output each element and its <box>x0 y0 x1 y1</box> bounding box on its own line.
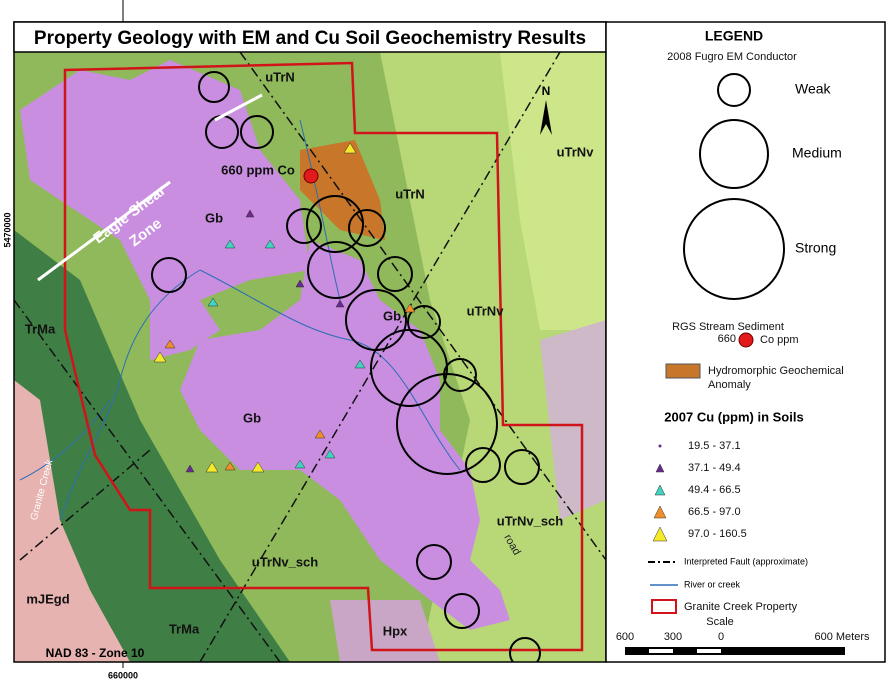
anomaly-label: Anomaly <box>708 379 751 391</box>
scale-label: 600 <box>616 631 634 643</box>
em-class: Strong <box>795 240 836 256</box>
title: Property Geology with EM and Cu Soil Geo… <box>34 28 586 49</box>
title-box <box>13 21 607 53</box>
cu-class: 19.5 - 37.1 <box>688 440 741 452</box>
unit-area <box>330 600 440 662</box>
anomaly-label: Hydromorphic Geochemical <box>708 365 844 377</box>
property-symbol <box>651 599 677 614</box>
fault-label: Interpreted Fault (approximate) <box>684 556 808 566</box>
north-arrow <box>540 100 552 135</box>
creeks <box>19 119 461 521</box>
cu-class: 97.0 - 160.5 <box>688 528 747 540</box>
unit-label: Hpx <box>383 623 408 638</box>
unit-label: uTrN <box>395 186 425 201</box>
faults <box>14 52 606 662</box>
river-label: River or creek <box>684 579 741 589</box>
scale-heading: Scale <box>706 616 734 628</box>
unit-label: uTrNv_sch <box>252 554 319 569</box>
cu-symbol <box>658 444 662 448</box>
rgs-symbol <box>738 332 754 348</box>
unit-label: uTrN <box>265 69 295 84</box>
northing: 5470000 <box>2 212 12 247</box>
unit-label: TrMa <box>169 621 200 636</box>
scale-bar <box>625 647 845 655</box>
sample-label: 660 ppm Co <box>221 162 295 177</box>
easting: 660000 <box>108 670 138 680</box>
legend-title: LEGEND <box>705 28 763 44</box>
em-conductors <box>151 71 541 662</box>
em-heading: 2008 Fugro EM Conductor <box>667 51 797 63</box>
unit-area <box>14 230 290 662</box>
rgs-heading: RGS Stream Sediment <box>672 321 784 333</box>
scale-label: 600 Meters <box>814 631 870 643</box>
cu-symbol <box>654 484 666 496</box>
rgs-value: 660 <box>718 333 736 345</box>
soil-samples <box>153 142 416 473</box>
shear-line <box>37 180 171 282</box>
unit-area <box>500 52 606 330</box>
scale-label: 0 <box>718 631 724 643</box>
property-label: Granite Creek Property <box>684 601 798 613</box>
north-label: N <box>542 84 551 98</box>
cu-class: 49.4 - 66.5 <box>688 484 741 496</box>
unit-label: uTrNv_sch <box>497 513 564 528</box>
em-symbol <box>683 198 785 300</box>
em-class: Medium <box>792 145 842 161</box>
unit-label: Gb <box>243 410 261 425</box>
cu-symbol <box>653 505 667 519</box>
map: Property Geology with EM and Cu Soil Geo… <box>2 0 607 680</box>
datum: NAD 83 - Zone 10 <box>46 646 145 660</box>
stream-sediment-sample <box>303 168 319 184</box>
property-boundary <box>63 61 584 652</box>
cu-symbol <box>652 526 668 542</box>
em-symbol <box>699 119 769 189</box>
rgs-unit: Co ppm <box>760 334 799 346</box>
unit-area <box>14 380 130 662</box>
shear-line <box>214 93 263 122</box>
unit-label: Gb <box>205 210 223 225</box>
unit-label: TrMa <box>25 321 56 336</box>
unit-label: uTrNv <box>467 303 505 318</box>
geochemical-anomaly <box>300 140 385 240</box>
unit-label: mJEgd <box>26 591 69 606</box>
cu-heading: 2007 Cu (ppm) in Soils <box>664 409 803 424</box>
cu-class: 37.1 - 49.4 <box>688 462 741 474</box>
unit-label: Gb <box>383 308 401 323</box>
em-class: Weak <box>795 81 832 97</box>
em-symbol <box>717 73 751 107</box>
cu-symbol <box>655 463 665 473</box>
anomaly-swatch <box>665 363 701 379</box>
unit-label: uTrNv <box>557 144 595 159</box>
scale-label: 300 <box>664 631 682 643</box>
cu-class: 66.5 - 97.0 <box>688 506 741 518</box>
unit-area <box>540 320 606 520</box>
legend: LEGEND 2008 Fugro EM Conductor Weak Medi… <box>605 21 886 663</box>
